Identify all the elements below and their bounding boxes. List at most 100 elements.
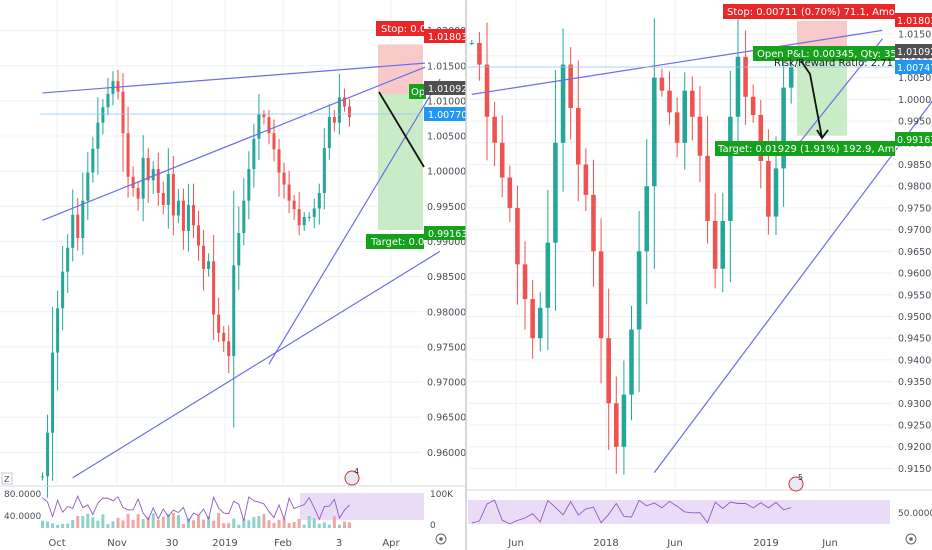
price-tick-label: 1.00000 [427,167,466,178]
candle-body [773,168,779,217]
candle-body [545,242,551,308]
candle-body [606,338,611,404]
volume-bar [41,520,45,528]
left-settings-gear-icon[interactable] [435,533,447,545]
candle-body [477,42,482,65]
right-stop-label: Stop: 0.00711 (0.70%) 71.1, Amount: [727,7,915,18]
flag-icon[interactable] [788,476,804,492]
right-target-label-bg [715,141,895,156]
volume-bar [207,516,211,528]
left-event-badge: 4 [354,467,359,476]
candle-body [697,116,703,156]
right-tag-last [895,60,932,74]
trendline[interactable] [42,62,426,94]
volume-bar [322,522,326,528]
price-tick-label: 0.97500 [427,342,466,353]
candle-body [530,299,535,339]
volume-bar [197,515,201,528]
time-tick-label: 2019 [753,538,778,549]
left-trendlines[interactable] [42,62,441,479]
candle-body [176,200,180,216]
candle-body [659,77,665,91]
trendline[interactable] [72,250,441,479]
volume-bar [267,520,271,528]
right-open-label-bg [753,46,895,61]
volume-bar [76,515,80,528]
trendline[interactable] [42,66,426,221]
candle-body [766,161,771,217]
volume-bar [86,513,90,528]
left-time-axis[interactable]: Oct Nov 30 2019 Feb 3 Apr [48,538,400,549]
candle-body [614,403,619,447]
candle-body [76,214,80,238]
candle-body [232,265,236,357]
candle-body [186,204,190,231]
volume-bar [272,522,276,528]
candle-body [690,90,695,117]
volume-bar [141,519,145,528]
candle-body [712,220,718,269]
right-rr-label: Risk/Reward Ratio: 2.71 [774,58,893,69]
candle-body [522,264,528,300]
right-time-axis[interactable]: Jun 2018 Jun 2019 Jun [507,538,838,549]
candle-body [207,261,211,269]
price-tick-label: 1.01500 [427,61,466,72]
left-osc-band [300,493,424,520]
volume-bar [136,514,140,528]
volume-bar [247,520,251,528]
price-tick-label: 1.00500 [898,73,932,84]
left-chart-panel[interactable]: Stop: 0.0 Ope Target: 0.0 1.020001.01500… [0,0,467,549]
candle-body [728,116,733,221]
left-target-label-bg [366,234,424,249]
candle-body [636,251,642,330]
left-symbol-badge[interactable] [1,472,13,485]
time-tick-label: Apr [382,538,400,549]
candle-body [242,200,246,234]
candle-body [337,97,341,123]
volume-bar [312,518,316,528]
volume-bar [292,521,296,528]
right-settings-gear-icon[interactable] [905,533,917,545]
price-tick-label: 0.96000 [427,448,466,459]
candle-body [484,64,490,117]
candle-body [66,247,70,272]
trendline[interactable] [268,78,441,365]
price-tick-label: 0.96500 [427,413,466,424]
volume-bar [217,513,221,528]
volume-bar [66,523,70,528]
right-projection-arrow[interactable] [796,54,823,139]
candle-body [287,184,291,201]
trendline[interactable] [653,97,932,473]
time-tick-label: 2018 [593,538,618,549]
flag-icon[interactable] [344,470,360,486]
candle-body [302,216,306,226]
volume-bar [156,520,160,528]
left-projection-arrow[interactable] [378,91,425,168]
volume-bar [71,520,75,528]
candle-body [61,271,65,309]
left-tag-last-text: 1.00770 [428,110,467,121]
candle-body [621,394,627,447]
volume-bar [242,518,246,528]
candle-body [515,207,520,265]
trendline[interactable] [471,29,883,95]
candle-body [297,209,301,226]
right-tag-entry [895,44,932,58]
right-chart-panel[interactable]: Stop: 0.00711 (0.70%) 71.1, Amount: Open… [466,0,932,549]
price-tick-label: 0.97000 [898,225,932,236]
volume-bar [106,524,110,528]
candle-body [106,93,110,108]
left-tag-last [424,107,466,121]
right-price-axis[interactable]: 1.015001.010001.005001.000000.995000.990… [898,30,932,475]
candle-body [307,216,311,218]
candle-body [161,192,165,205]
candle-body [705,155,710,221]
left-tag-entry [424,81,466,95]
candle-body [499,142,505,178]
candle-body [41,476,45,478]
candle-body [101,107,105,123]
